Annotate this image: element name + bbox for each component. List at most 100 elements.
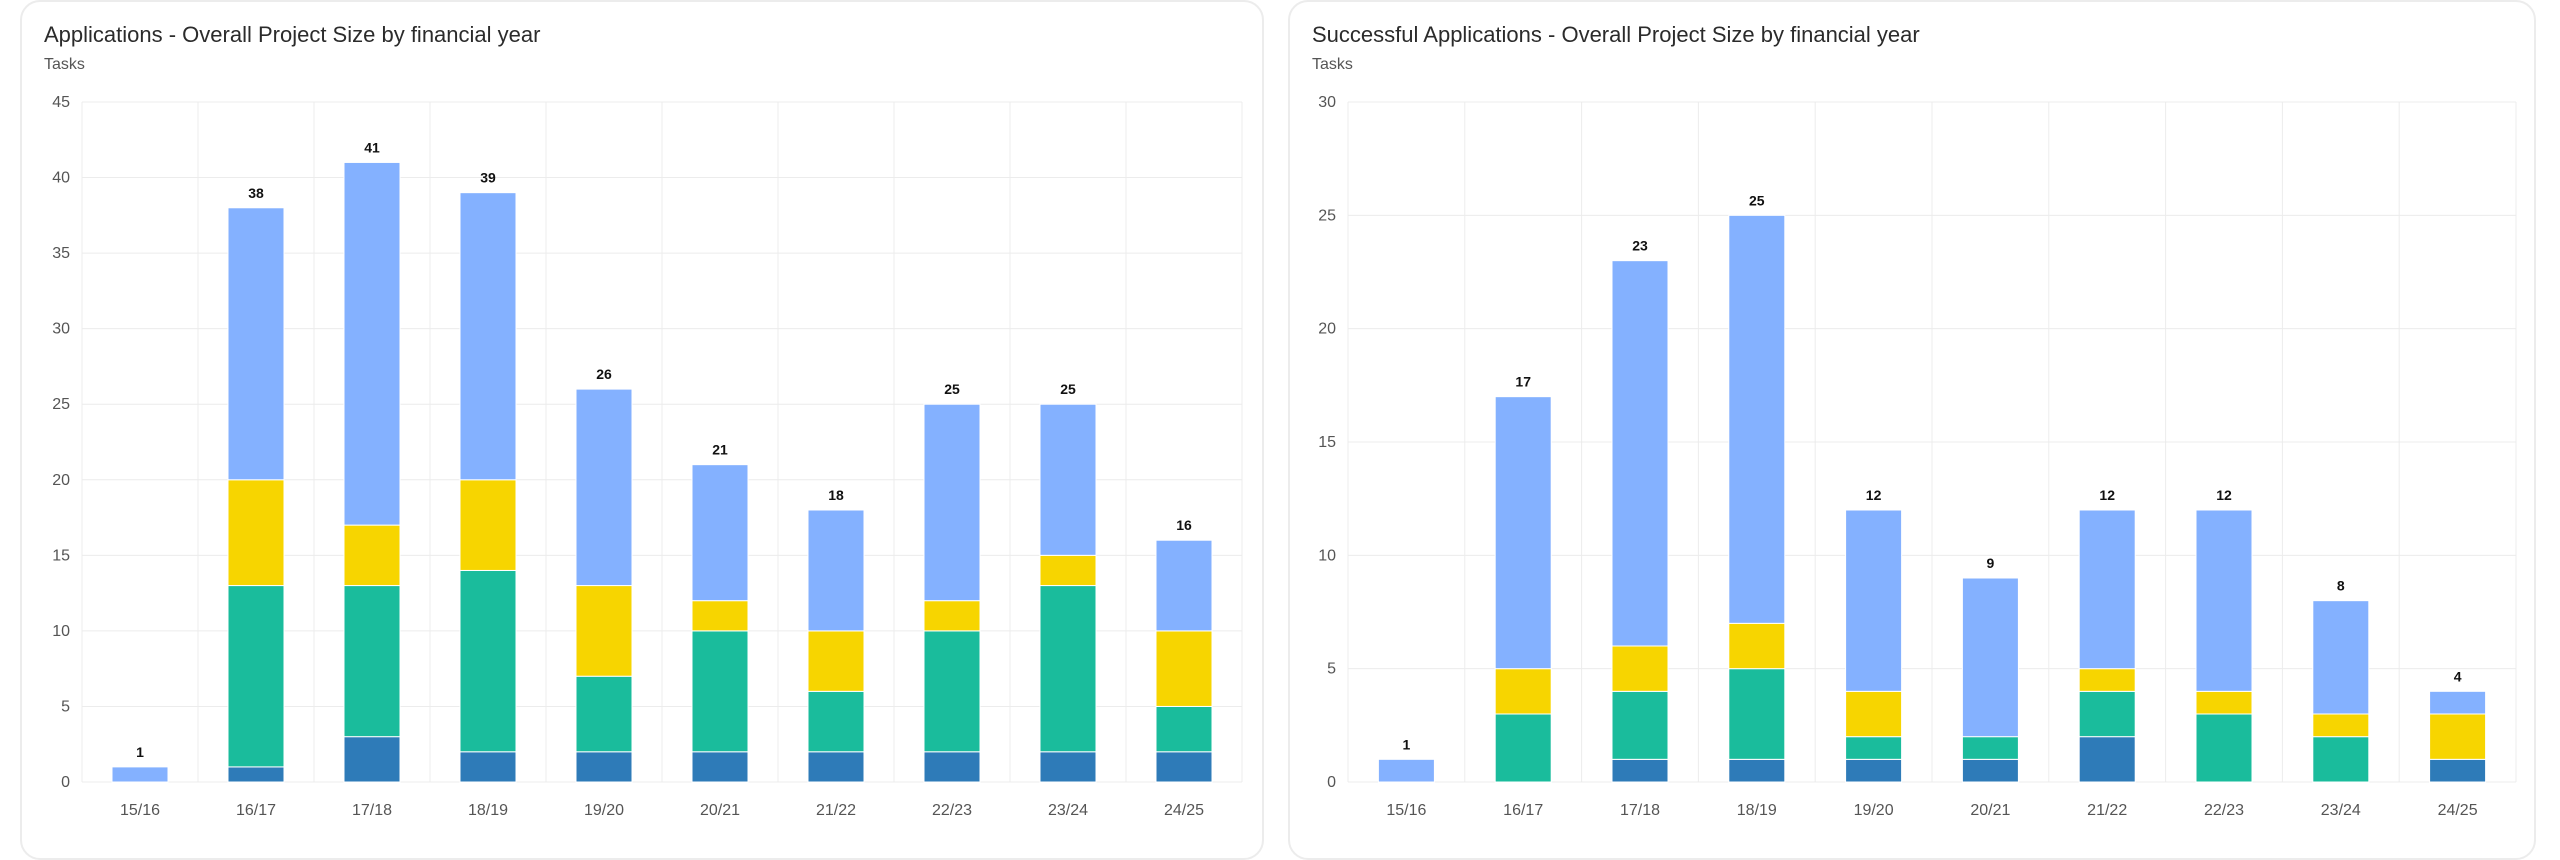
bar-segment-series_c[interactable] [1494,668,1552,715]
bar-segment-series_a[interactable] [1728,758,1786,783]
y-tick-label: 40 [52,170,70,187]
chart-subtitle: Tasks [1312,56,1353,73]
bar-segment-series_a[interactable] [227,766,285,783]
bar-segment-series_a[interactable] [807,751,865,783]
bar-segment-series_d[interactable] [575,388,633,587]
bar-segment-series_a[interactable] [1039,751,1097,783]
bar-segment-series_c[interactable] [343,524,401,587]
bar-total-label: 25 [944,381,960,397]
x-tick-label: 21/22 [816,802,856,819]
bar-segment-series_d[interactable] [111,766,169,783]
chart-subtitle: Tasks [44,56,85,73]
bar-segment-series_d[interactable] [1155,539,1213,632]
bar-segment-series_c[interactable] [459,479,517,571]
bar-segment-series_a[interactable] [1961,758,2019,783]
bar-segment-series_d[interactable] [2429,690,2487,715]
bar-segment-series_d[interactable] [2195,509,2253,692]
bar-total-label: 26 [596,366,612,382]
bar-segment-series_d[interactable] [691,464,749,602]
bar-segment-series_b[interactable] [2195,713,2253,783]
y-tick-label: 35 [52,245,70,262]
bar-segment-series_c[interactable] [575,585,633,677]
bar-segment-series_a[interactable] [1155,751,1213,783]
x-tick-label: 24/25 [1164,802,1204,819]
bar-segment-series_b[interactable] [1494,713,1552,783]
bar-segment-series_d[interactable] [1845,509,1903,692]
bar-total-label: 23 [1632,238,1648,254]
bar-segment-series_b[interactable] [575,675,633,753]
bar-segment-series_d[interactable] [2312,600,2370,715]
bar-segment-series_c[interactable] [691,600,749,632]
x-tick-label: 18/19 [468,802,508,819]
bar-segment-series_c[interactable] [1155,630,1213,707]
bar-segment-series_b[interactable] [343,585,401,738]
bar-segment-series_a[interactable] [691,751,749,783]
bar-total-label: 1 [136,744,144,760]
bar-segment-series_d[interactable] [1039,403,1097,556]
bar-segment-series_b[interactable] [807,690,865,753]
bar-segment-series_b[interactable] [2078,690,2136,738]
bar-segment-series_d[interactable] [2078,509,2136,670]
bar-segment-series_d[interactable] [923,403,981,602]
bar-segment-series_b[interactable] [459,569,517,753]
x-tick-label: 23/24 [2321,802,2361,819]
bar-segment-series_a[interactable] [923,751,981,783]
bar-segment-series_d[interactable] [1494,396,1552,670]
applications-bar-chart: 0 5 10 15 20 25 30 35 40 45 1 15/16 38 16/17 41 17/18 39… [52,94,1243,819]
bar-segment-series_d[interactable] [459,192,517,481]
bar-segment-series_c[interactable] [2429,713,2487,760]
bar-segment-series_b[interactable] [1039,585,1097,753]
bar-segment-series_d[interactable] [1377,758,1435,783]
bar-segment-series_c[interactable] [227,479,285,587]
x-tick-label: 18/19 [1737,802,1777,819]
bar-segment-series_a[interactable] [459,751,517,783]
bar-segment-series_a[interactable] [1845,758,1903,783]
bar-total-label: 4 [2454,668,2462,684]
bar-segment-series_c[interactable] [2312,713,2370,738]
bar-segment-series_d[interactable] [1961,577,2019,738]
bar-segment-series_a[interactable] [343,736,401,783]
bar-segment-series_b[interactable] [923,630,981,753]
bar-total-label: 39 [480,170,496,186]
bar-total-label: 1 [1403,736,1411,752]
x-tick-label: 22/23 [932,802,972,819]
bar-segment-series_d[interactable] [1611,260,1669,647]
bar-segment-series_c[interactable] [2195,690,2253,715]
bar-segment-series_a[interactable] [2429,758,2487,783]
bar-segment-series_b[interactable] [2312,736,2370,783]
bar-segment-series_c[interactable] [923,600,981,632]
bar-segment-series_c[interactable] [807,630,865,692]
x-tick-label: 16/17 [236,802,276,819]
bar-segment-series_a[interactable] [2078,736,2136,783]
bar-segment-series_c[interactable] [2078,668,2136,692]
y-tick-label: 45 [52,94,70,111]
bar-total-label: 12 [2099,487,2115,503]
bar-segment-series_c[interactable] [1611,645,1669,692]
bar-segment-series_d[interactable] [1728,214,1786,624]
bar-segment-series_b[interactable] [1728,668,1786,760]
y-tick-label: 5 [61,698,70,715]
bar-segment-series_b[interactable] [1611,690,1669,760]
bar-segment-series_b[interactable] [1845,736,1903,760]
x-tick-label: 21/22 [2087,802,2127,819]
x-tick-label: 17/18 [352,802,392,819]
y-tick-label: 30 [52,321,70,338]
bar-total-label: 21 [712,442,728,458]
bar-total-label: 38 [248,185,264,201]
bar-segment-series_a[interactable] [1611,758,1669,783]
bar-segment-series_a[interactable] [575,751,633,783]
bar-segment-series_b[interactable] [227,585,285,768]
bar-segment-series_d[interactable] [227,207,285,481]
x-tick-label: 15/16 [120,802,160,819]
y-tick-label: 30 [1318,94,1336,111]
bar-segment-series_d[interactable] [343,161,401,526]
bar-segment-series_b[interactable] [691,630,749,753]
y-tick-label: 0 [61,774,70,791]
bar-segment-series_c[interactable] [1039,554,1097,587]
bar-segment-series_c[interactable] [1845,690,1903,738]
bar-segment-series_b[interactable] [1961,736,2019,760]
bar-segment-series_c[interactable] [1728,622,1786,670]
bar-segment-series_b[interactable] [1155,705,1213,753]
bar-segment-series_d[interactable] [807,509,865,632]
x-tick-label: 19/20 [1854,802,1894,819]
